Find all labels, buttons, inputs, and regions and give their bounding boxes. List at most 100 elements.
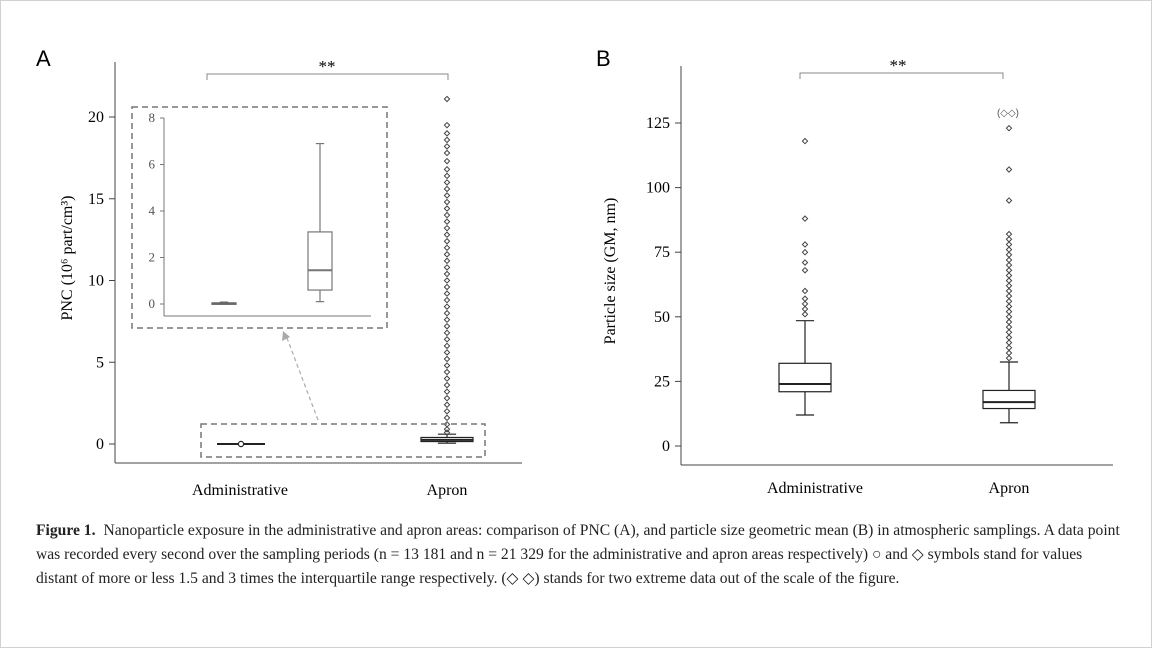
panel-a-ytick-label: 5 [96,354,104,371]
panel-b-ytick-label: 125 [646,115,670,132]
panel-b-apron-outlier [1005,230,1013,238]
panel-b-ytick-label: 25 [654,373,670,390]
panel-b-apron-box [982,389,1036,410]
panel-a-apron-outlier [443,316,451,324]
panel-b-apron-outlier [1005,349,1013,357]
panel-b-administrative-box [778,362,832,393]
caption-label: Figure 1. [36,522,96,539]
panel-b-label: B [596,46,611,71]
panel-a-xlabel-administrative: Administrative [192,482,288,499]
panel-a-apron-outlier [443,329,451,337]
inset-ytick-label: 4 [149,203,156,218]
panel-b-apron-outlier [1005,339,1013,346]
panel-a-apron-outlier [443,172,451,180]
panel-a-apron-outlier [443,355,451,363]
panel-b-apron-outlier [1005,166,1013,173]
panel-a-apron-outlier [443,166,451,173]
panel-a-xlabel-apron: Apron [427,482,468,499]
panel-b-ytick-label: 100 [646,180,670,197]
panel-a-administrative-outlier [237,440,245,448]
panel-b-apron-outlier [1005,323,1013,331]
panel-b-administrative-outlier [801,295,809,303]
panel-a-apron-outlier [443,185,451,193]
panel-a-ytick-label: 20 [88,109,104,126]
inset-ytick-label: 6 [149,157,156,172]
panel-a-apron-outlier [443,375,451,382]
panel-a-apron-outlier [443,407,451,415]
panel-a-apron-outlier [443,244,451,252]
panel-a-significance-label: ** [319,57,336,76]
panel-a-apron-outlier [443,362,451,369]
panel-a-apron-outlier [443,231,451,239]
panel-a-ylabel: PNC (10⁶ part/cm³) [59,195,76,320]
panel-b-apron-outlier [1005,308,1013,315]
panel-a-zoom-region [200,423,486,458]
panel-a-apron-outlier [443,149,451,157]
panel-a-apron-outlier [443,95,451,103]
figure-svg: A PNC (10⁶ part/cm³) 0 5 10 15 20 Administra… [36,46,1113,499]
caption-text: Nanoparticle exposure in the administrat… [36,522,1120,587]
inset-ytick-label: 8 [149,110,156,125]
panel-b-apron-outlier [1005,282,1013,290]
panel-a-apron-outlier [443,349,451,356]
panel-b-administrative-outlier [801,266,809,274]
panel-a-ytick-label: 10 [88,273,104,290]
panel-b-apron-outlier [1005,277,1013,284]
panel-a-apron-outlier [443,425,451,433]
panel-a-apron-outlier [443,257,451,265]
panel-a-apron-outlier [443,381,451,389]
panel-b-extreme-label: (◇◇) [997,108,1019,119]
panel-a-apron-outlier [443,130,451,137]
panel-a-ytick-label: 0 [96,436,104,453]
panel-b-significance-bracket [799,72,1004,79]
panel-a-apron-outlier [443,211,451,219]
panel-a-apron-outlier [443,283,451,291]
panel-b-apron-outlier [1005,197,1013,204]
panel-a: A PNC (10⁶ part/cm³) 0 5 10 15 20 Administra… [36,46,522,499]
inset-ytick-label: 2 [149,250,156,265]
panel-a-apron-outlier [443,251,451,258]
panel-a-ytick-label: 15 [88,191,104,208]
panel-b-apron-outlier [1005,272,1013,279]
panel-b-apron-outlier [1005,241,1013,248]
panel-a-apron-outlier [443,224,451,232]
panel-a-apron-outlier [443,368,451,376]
panel-a-apron-outlier [443,264,451,271]
panel-a-apron-outlier [443,237,451,245]
panel-a-apron-outlier [443,270,451,278]
panel-b-apron-outlier [1005,287,1013,295]
panel-a-apron-outlier [443,322,451,330]
panel-b-apron-outlier [1005,297,1013,305]
panel-b-apron-outlier [1005,266,1013,274]
panel-b-apron-outlier [1005,303,1013,310]
panel-b-xlabel-apron: Apron [989,480,1030,497]
panel-b-apron-outlier [1005,256,1013,264]
panel-b-apron-outlier [1005,261,1013,269]
panel-b-ytick-label: 50 [654,309,670,326]
panel-b-ytick-label: 75 [654,244,670,261]
zoom-arrow-head [282,331,290,341]
panel-a-apron-outlier [443,388,451,395]
panel-b-apron-outlier [1005,124,1013,132]
panel-a-apron-outlier [443,277,451,284]
panel-a-apron-outlier [443,157,451,165]
panel-b-apron-outlier [1005,344,1013,352]
figure-caption: Figure 1. Nanoparticle exposure in the ad… [36,519,1121,591]
panel-b-apron-outlier [1005,292,1013,300]
panel-b-xlabel-administrative: Administrative [767,480,863,497]
panel-a-apron-outlier [443,414,451,422]
panel-b-administrative-outlier [801,287,809,295]
panel-b-significance-label: ** [890,56,907,75]
panel-a-apron-outlier [443,143,451,150]
panel-a-apron-outlier [443,296,451,304]
panel-a-inset-frame [131,106,388,329]
panel-b-administrative-outlier [801,241,809,248]
panel-a-apron-outlier [443,303,451,310]
panel-a-apron-outlier [443,121,451,129]
panel-a-label: A [36,46,51,71]
panel-b-administrative-outlier [801,215,809,222]
inset-apron-box [307,231,333,291]
panel-b-apron-outlier [1005,318,1013,326]
panel-b-administrative-outlier [801,300,809,308]
panel-b-administrative-outlier [801,248,809,256]
